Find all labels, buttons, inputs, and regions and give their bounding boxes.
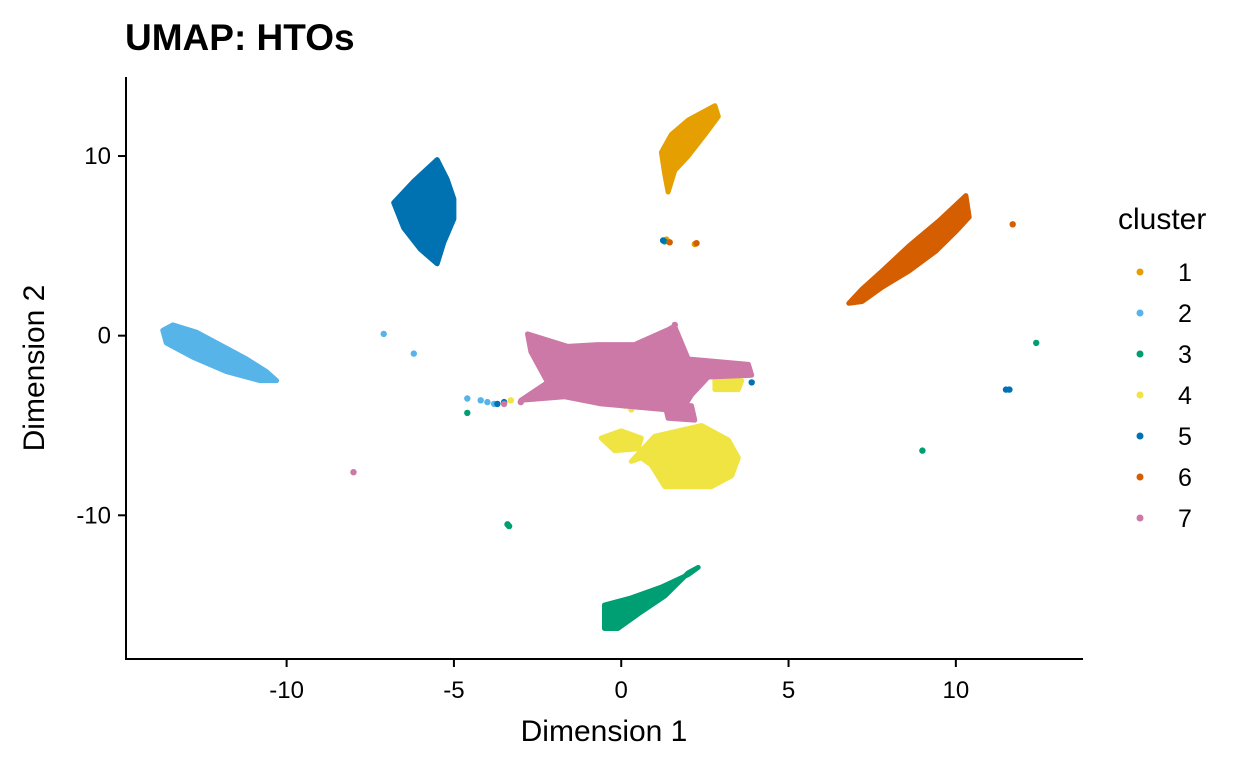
cluster-2-point: [410, 350, 417, 357]
cluster-7-point: [517, 398, 524, 406]
cluster-2-point: [484, 398, 491, 406]
legend-swatch: [1136, 350, 1144, 358]
x-tick-label: 5: [782, 677, 795, 704]
x-tick-label: 10: [942, 677, 969, 704]
legend-swatch: [1136, 514, 1144, 522]
cluster-7-cloud-0: [518, 324, 755, 414]
legend-swatch: [1136, 391, 1144, 399]
cluster-6-point: [1009, 221, 1016, 228]
cluster-2-cloud-0: [160, 322, 280, 384]
legend-item-5: 5: [1136, 423, 1192, 451]
cluster-7-point: [500, 400, 508, 408]
cluster-3-point: [1033, 339, 1040, 347]
cluster-6-point: [666, 239, 673, 246]
cluster-6-point: [693, 240, 700, 247]
cluster-4-cloud-1: [598, 428, 644, 454]
cluster-5-point: [494, 400, 501, 408]
y-tick-label: 0: [98, 323, 111, 350]
legend-swatch: [1136, 473, 1144, 481]
plot-area: [160, 103, 1040, 631]
legend: cluster 1 2 3 4 5 6 7: [1118, 203, 1206, 533]
cluster-3-point: [919, 447, 926, 454]
legend-items: 1 2 3 4 5 6 7: [1136, 259, 1192, 533]
cluster-2-point: [380, 330, 387, 338]
series-7: [350, 321, 755, 476]
y-tick-label: -10: [76, 502, 111, 529]
cluster-4-cloud-0: [628, 423, 741, 490]
x-tick-label: -10: [269, 677, 304, 704]
y-tick-label: 10: [84, 143, 111, 170]
legend-label: 5: [1178, 423, 1192, 451]
legend-item-6: 6: [1136, 464, 1192, 492]
legend-swatch: [1136, 268, 1144, 276]
cluster-3-point: [505, 522, 513, 530]
series-3: [464, 238, 1040, 631]
cluster-5-point: [1006, 386, 1013, 393]
x-axis-title: Dimension 1: [521, 715, 688, 748]
series-2: [160, 322, 498, 408]
cluster-3-cloud-0: [602, 564, 701, 631]
legend-item-7: 7: [1136, 505, 1192, 533]
legend-swatch: [1136, 309, 1144, 317]
legend-label: 6: [1178, 464, 1192, 492]
cluster-4-cloud-2: [712, 376, 745, 393]
cluster-3-point: [464, 409, 471, 417]
chart-title: UMAP: HTOs: [125, 17, 355, 58]
cluster-6-cloud-0: [846, 193, 972, 306]
legend-item-1: 1: [1136, 259, 1192, 287]
cluster-1-cloud-0: [658, 103, 721, 195]
x-tick-label: 0: [615, 677, 628, 704]
cluster-5-cloud-0: [391, 157, 457, 267]
x-tick-label: -5: [443, 677, 464, 704]
legend-label: 1: [1178, 259, 1192, 287]
legend-swatch: [1136, 432, 1144, 440]
y-axis-title: Dimension 2: [18, 285, 51, 452]
legend-item-3: 3: [1136, 341, 1192, 369]
cluster-7-point: [350, 469, 357, 476]
legend-label: 3: [1178, 341, 1192, 369]
series-1: [658, 103, 721, 248]
legend-label: 2: [1178, 300, 1192, 328]
legend-item-2: 2: [1136, 300, 1192, 328]
cluster-5-point: [748, 379, 755, 386]
legend-label: 7: [1178, 505, 1192, 533]
legend-title: cluster: [1118, 203, 1206, 236]
legend-item-4: 4: [1136, 382, 1192, 410]
cluster-7-point: [668, 325, 675, 332]
legend-label: 4: [1178, 382, 1192, 410]
cluster-7-cloud-1: [662, 401, 698, 423]
cluster-4-point: [507, 397, 514, 404]
cluster-2-point: [464, 395, 471, 402]
cluster-5-point: [659, 237, 667, 244]
x-axis-ticks: -10 -5 0 5 10: [269, 659, 969, 704]
series-6: [666, 193, 1016, 306]
y-axis-ticks: -10 0 10: [76, 143, 126, 529]
cluster-2-point: [477, 397, 484, 404]
